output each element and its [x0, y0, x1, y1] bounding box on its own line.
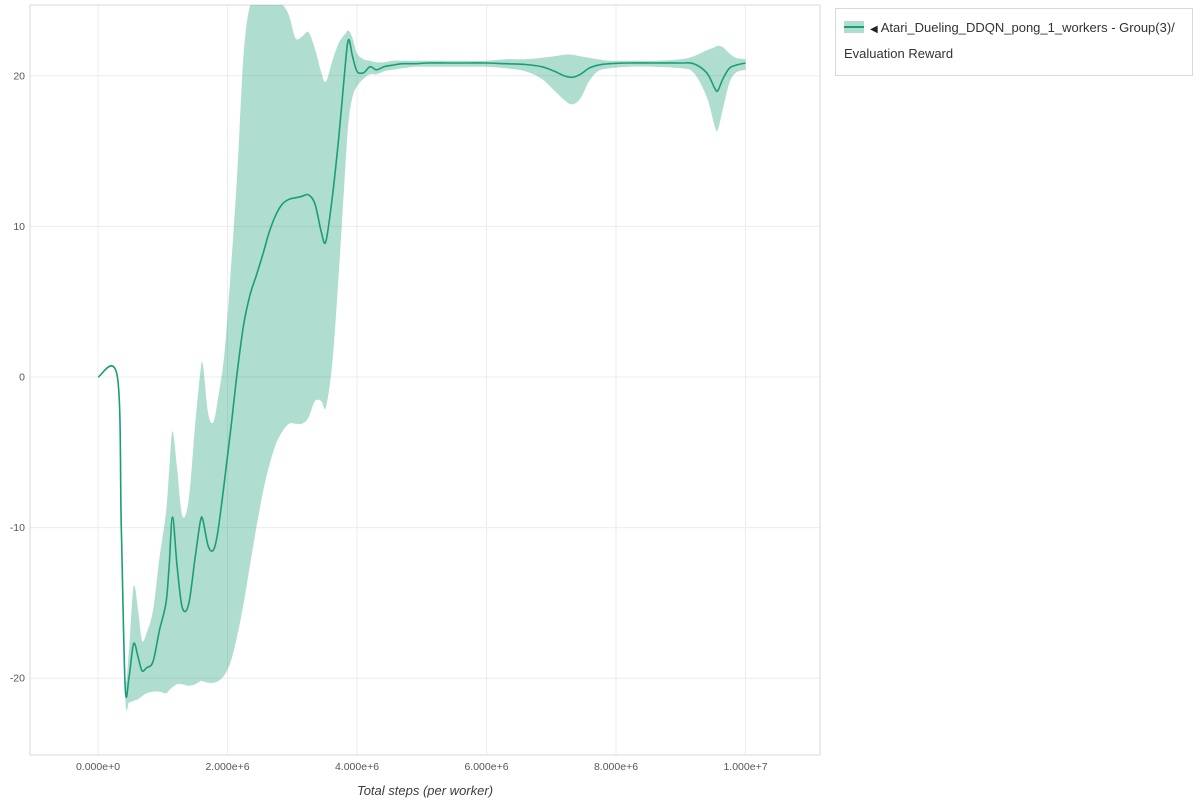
x-axis-title: Total steps (per worker) [356, 783, 494, 798]
y-tick-label: -10 [10, 522, 25, 534]
x-tick-label: 0.000e+0 [76, 761, 120, 773]
collapse-triangle-icon[interactable]: ◀ [870, 24, 878, 35]
legend-item[interactable]: ◀ Atari_Dueling_DDQN_pong_1_workers - Gro… [844, 16, 1182, 66]
y-tick-label: 0 [19, 372, 25, 384]
x-tick-label: 4.000e+6 [335, 761, 379, 773]
series-label: Atari_Dueling_DDQN_pong_1_workers - Grou… [844, 20, 1175, 62]
confidence-band [98, 5, 746, 711]
series-swatch-icon [844, 18, 864, 42]
legend: ◀ Atari_Dueling_DDQN_pong_1_workers - Gro… [835, 8, 1193, 77]
x-tick-label: 8.000e+6 [594, 761, 638, 773]
plot-border [29, 4, 821, 756]
x-tick-label: 2.000e+6 [205, 761, 249, 773]
x-tick-label: 1.000e+7 [723, 761, 767, 773]
series-line [97, 38, 746, 698]
reward-chart[interactable]: 0.000e+0 2.000e+6 4.000e+6 6.000e+6 8.000e+6… [0, 0, 830, 800]
y-tick-label: 20 [13, 70, 25, 82]
chart-canvas[interactable]: 0.000e+0 2.000e+6 4.000e+6 6.000e+6 8.000e+6… [0, 0, 830, 800]
y-tick-label: 10 [13, 221, 25, 233]
y-tick-label: -20 [10, 673, 25, 685]
x-tick-label: 6.000e+6 [464, 761, 508, 773]
